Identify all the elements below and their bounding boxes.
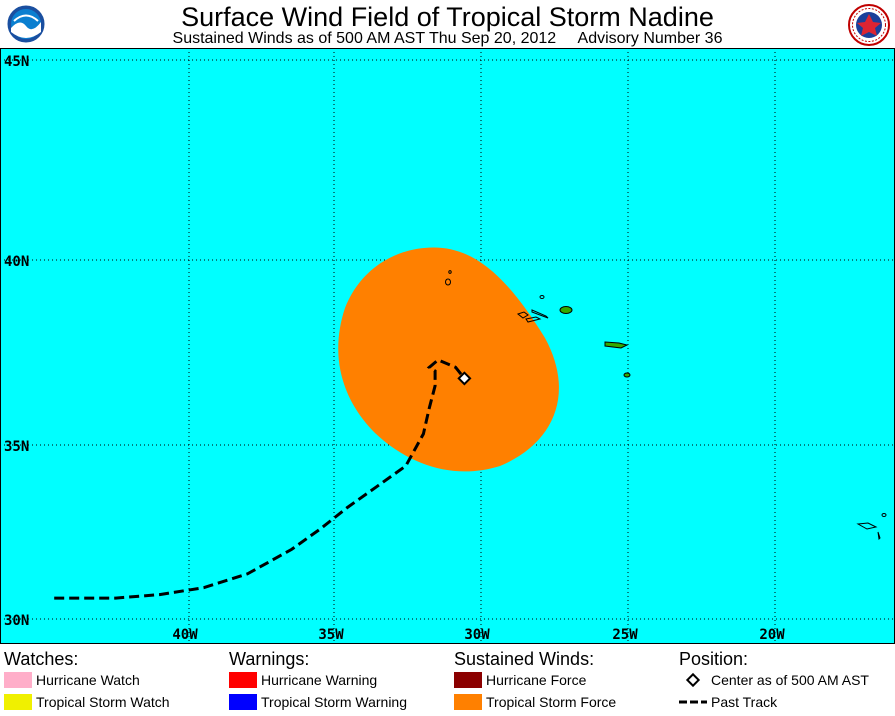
storm-center-icon bbox=[457, 371, 472, 386]
island-graciosa bbox=[539, 295, 545, 299]
lon-label-25w: 25W bbox=[612, 627, 638, 643]
lon-labels: 40W 35W 30W 25W 20W bbox=[172, 627, 785, 643]
island-sao-miguel bbox=[604, 341, 629, 349]
hurricane-warning-swatch bbox=[229, 672, 257, 688]
legend-hurricane-force: Hurricane Force bbox=[454, 671, 586, 689]
island-porto-santo bbox=[881, 513, 887, 517]
tropical-storm-warning-swatch bbox=[229, 694, 257, 710]
island-madeira bbox=[856, 522, 878, 530]
map-canvas: 45N 40N 35N 30N 40W 35W 30W 25W 20W bbox=[0, 48, 895, 644]
legend-hurricane-warning: Hurricane Warning bbox=[229, 671, 377, 689]
island-desertas bbox=[877, 531, 881, 541]
legend-center-position: Center as of 500 AM AST bbox=[679, 671, 869, 689]
island-pico bbox=[525, 316, 542, 323]
noaa-logo-icon bbox=[6, 4, 46, 44]
island-santa-maria bbox=[623, 372, 631, 378]
island-flores bbox=[445, 278, 451, 286]
island-terceira bbox=[559, 306, 573, 314]
madeira-islands bbox=[856, 513, 887, 541]
island-sao-jorge bbox=[531, 309, 549, 319]
island-corvo bbox=[448, 270, 452, 274]
tropical-storm-force-swatch bbox=[454, 694, 482, 710]
hurricane-force-swatch bbox=[454, 672, 482, 688]
legend-tropical-storm-watch: Tropical Storm Watch bbox=[4, 693, 170, 711]
lat-label-30n: 30N bbox=[4, 613, 29, 629]
graticule bbox=[0, 48, 895, 644]
diamond-center-icon bbox=[685, 672, 701, 688]
lon-label-35w: 35W bbox=[318, 627, 344, 643]
nws-logo-icon bbox=[848, 4, 890, 46]
island-faial bbox=[516, 311, 529, 319]
legend-tropical-storm-warning: Tropical Storm Warning bbox=[229, 693, 407, 711]
lon-label-30w: 30W bbox=[464, 627, 490, 643]
dashed-line-icon bbox=[679, 700, 707, 704]
lat-labels: 45N 40N 35N 30N bbox=[4, 54, 29, 629]
legend-tropical-storm-force: Tropical Storm Force bbox=[454, 693, 616, 711]
azores-islands bbox=[445, 270, 631, 378]
legend: Watches: Hurricane Watch Tropical Storm … bbox=[0, 644, 895, 716]
legend-winds-heading: Sustained Winds: bbox=[454, 649, 595, 669]
legend-warnings-heading: Warnings: bbox=[229, 649, 310, 669]
tropical-storm-watch-swatch bbox=[4, 694, 32, 710]
lat-label-40n: 40N bbox=[4, 254, 29, 270]
lat-label-35n: 35N bbox=[4, 439, 29, 455]
page-subtitle: Sustained Winds as of 500 AM AST Thu Sep… bbox=[172, 30, 723, 47]
past-track-line bbox=[54, 358, 466, 600]
legend-past-track: Past Track bbox=[679, 693, 777, 711]
lon-label-40w: 40W bbox=[172, 627, 198, 643]
legend-hurricane-watch: Hurricane Watch bbox=[4, 671, 140, 689]
header: Surface Wind Field of Tropical Storm Nad… bbox=[0, 0, 895, 48]
hurricane-watch-swatch bbox=[4, 672, 32, 688]
lon-label-20w: 20W bbox=[759, 627, 785, 643]
legend-position-heading: Position: bbox=[679, 649, 749, 669]
legend-watches-heading: Watches: bbox=[4, 649, 79, 669]
tropical-storm-wind-field bbox=[338, 247, 559, 472]
page-title: Surface Wind Field of Tropical Storm Nad… bbox=[181, 2, 714, 32]
lat-label-45n: 45N bbox=[4, 54, 29, 70]
